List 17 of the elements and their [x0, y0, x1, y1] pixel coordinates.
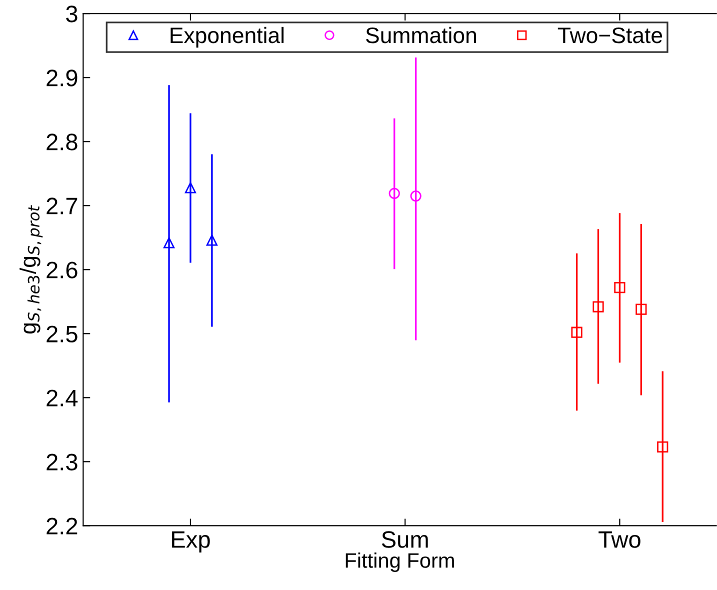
y-tick-label: 2.2 [46, 518, 78, 534]
legend-label: Two−State [558, 27, 662, 44]
x-tick-label: Two [598, 531, 640, 548]
y-tick-label: 2.7 [46, 198, 78, 214]
legend-label: Summation [366, 26, 476, 44]
y-tick-label: 3 [66, 6, 78, 22]
y-tick-label: 2.9 [46, 70, 78, 86]
y-tick-label: 2.3 [46, 454, 78, 470]
y-tick-label: 2.5 [46, 326, 78, 342]
y-tick-label: 2.8 [46, 134, 78, 150]
x-axis-title: Fitting Form [346, 552, 454, 572]
y-tick-label: 2.4 [46, 390, 78, 406]
legend-label: Exponential [170, 26, 284, 48]
x-tick-label: Sum [382, 531, 428, 548]
y-axis-title: g$_{S,he3}$/g$_{S,prot}$ [20, 205, 43, 334]
y-tick-label: 2.6 [46, 262, 78, 278]
x-tick-label: Exp [172, 531, 210, 553]
